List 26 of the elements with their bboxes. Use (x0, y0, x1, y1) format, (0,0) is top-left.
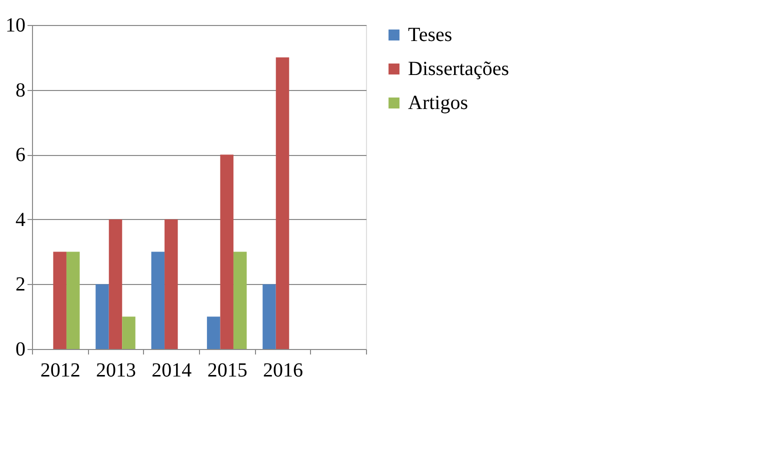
bar (151, 252, 165, 349)
x-tick-label: 2012 (40, 360, 80, 382)
x-tick-label: 2013 (96, 360, 136, 382)
bar (96, 284, 109, 349)
y-tick-label: 8 (16, 79, 26, 102)
legend-label: Artigos (408, 92, 468, 114)
x-tick-label: 2016 (263, 360, 303, 382)
x-tick-label: 2014 (152, 360, 192, 382)
bar (122, 316, 136, 349)
y-tick-label: 0 (16, 338, 26, 360)
legend-label: Dissertações (408, 58, 510, 80)
bar (108, 219, 122, 349)
legend-label: Teses (408, 24, 452, 46)
bar (206, 316, 220, 349)
y-tick-label: 2 (16, 274, 26, 296)
y-tick-label: 4 (16, 208, 26, 231)
bar (220, 154, 234, 349)
bar (66, 252, 80, 349)
y-tick-label: 10 (6, 14, 26, 36)
bar (262, 284, 276, 349)
x-tick-label: 2015 (207, 360, 248, 382)
y-tick-label: 6 (16, 144, 26, 166)
bar (233, 252, 247, 349)
bar (53, 252, 66, 349)
bar (276, 57, 290, 349)
bar (164, 219, 178, 349)
